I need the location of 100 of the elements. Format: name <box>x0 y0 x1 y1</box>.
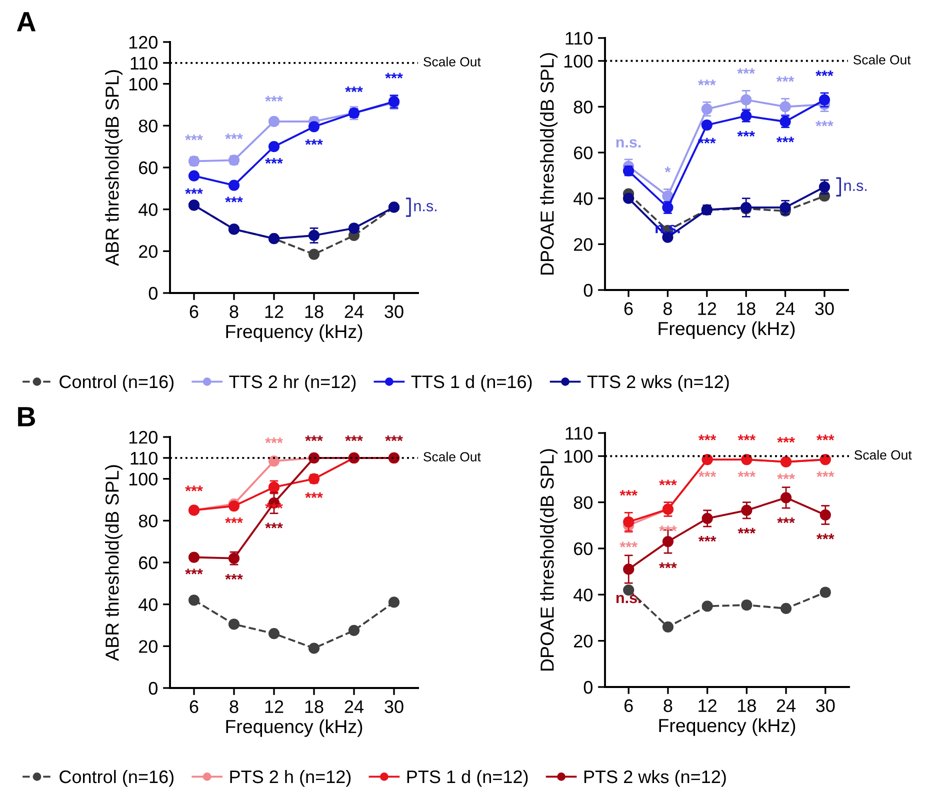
legend-label: TTS 1 d (n=16) <box>411 374 532 392</box>
data-label: *** <box>659 562 677 568</box>
x-tick-label: 30 <box>384 305 404 318</box>
data-label: *** <box>265 502 283 509</box>
legend-label: Control (n=16) <box>60 374 174 392</box>
y-tick-label: 60 <box>139 161 158 174</box>
y-tick-label: 100 <box>564 54 592 68</box>
data-label: *** <box>698 434 716 440</box>
data-label: n.s. <box>616 139 641 148</box>
data-label: *** <box>385 72 403 79</box>
y-axis-title: DPOAE threshold(dB SPL) <box>540 53 558 274</box>
x-tick-label: 30 <box>815 302 834 316</box>
x-tick-label: 8 <box>664 699 672 712</box>
x-tick-label: 6 <box>624 302 633 316</box>
data-label: *** <box>816 70 834 76</box>
y-tick-label: 80 <box>574 100 592 114</box>
data-label: *** <box>265 438 283 444</box>
legend-label: PTS 1 d (n=12) <box>407 770 528 787</box>
x-tick-label: 24 <box>776 699 796 712</box>
data-label: *** <box>738 434 756 440</box>
y-tick-label: 20 <box>139 640 158 653</box>
data-label: *** <box>698 536 716 542</box>
y-tick-label: 0 <box>148 286 158 300</box>
y-tick-label: 40 <box>138 598 158 612</box>
x-tick-label: 6 <box>190 700 198 714</box>
data-label: *** <box>737 131 755 137</box>
data-label: *** <box>185 486 203 492</box>
data-label: *** <box>698 471 716 477</box>
x-axis-title: Frequency (kHz) <box>226 324 362 342</box>
x-tick-label: 24 <box>776 302 795 315</box>
point <box>308 230 320 242</box>
x-tick-label: 6 <box>190 305 198 318</box>
y-tick-label: 40 <box>138 203 158 216</box>
y-tick-label: 100 <box>564 450 592 463</box>
data-label: *** <box>738 471 756 477</box>
data-label: *** <box>305 492 323 498</box>
data-label: *** <box>345 435 363 442</box>
x-tick-label: 12 <box>265 305 284 318</box>
legend-label: PTS 2 h (n=12) <box>230 770 351 787</box>
y-tick-label: 60 <box>139 556 158 570</box>
x-axis-title: Frequency (kHz) <box>226 719 362 737</box>
x-tick-label: 30 <box>384 700 404 714</box>
data-label: *** <box>816 120 834 126</box>
x-tick-label: 8 <box>230 305 238 318</box>
y-axis-title: DPOAE threshold(dB SPL) <box>540 449 558 670</box>
x-tick-label: 12 <box>265 700 284 713</box>
y-tick-label: 60 <box>574 146 592 160</box>
data-label: *** <box>659 480 677 486</box>
data-label: *** <box>185 188 203 194</box>
y-tick-label: 20 <box>574 238 592 251</box>
y-axis-title: ABR threshold(dB SPL) <box>105 465 123 661</box>
data-label: *** <box>816 434 834 440</box>
y-tick-label: 0 <box>584 284 592 297</box>
legend-label: Control (n=16) <box>60 770 174 787</box>
y-tick-label: 20 <box>574 634 592 648</box>
x-tick-label: 8 <box>230 700 238 714</box>
x-tick-label: 24 <box>344 700 364 713</box>
data-label: *** <box>265 96 283 102</box>
x-tick-label: 12 <box>698 699 716 712</box>
data-label: *** <box>777 474 795 480</box>
data-label: *** <box>659 526 677 532</box>
data-label: *** <box>185 568 203 574</box>
data-label: *** <box>305 139 323 145</box>
data-label: * <box>664 166 671 172</box>
y-axis-title: ABR threshold(dB SPL) <box>105 70 123 266</box>
y-tick-label: 110 <box>566 426 592 440</box>
y-tick-label: 20 <box>139 245 158 258</box>
ref-line-label: Scale Out <box>424 56 481 66</box>
y-tick-label: 80 <box>138 514 158 528</box>
x-axis-title: Frequency (kHz) <box>659 718 796 736</box>
data-label: *** <box>620 542 638 548</box>
x-tick-label: 18 <box>737 302 756 316</box>
y-tick-label: 100 <box>129 472 158 486</box>
data-label: *** <box>265 158 283 164</box>
data-label: *** <box>776 76 794 82</box>
y-tick-label: 80 <box>574 496 592 509</box>
y-tick-label: 40 <box>574 588 592 602</box>
data-label: *** <box>738 528 756 534</box>
y-tick-label: 110 <box>130 56 158 70</box>
y-tick-label: 110 <box>130 452 158 465</box>
data-label: *** <box>620 490 638 496</box>
y-tick-label: 40 <box>574 192 592 206</box>
x-tick-label: 12 <box>698 302 716 315</box>
x-tick-label: 18 <box>738 699 756 712</box>
data-label: *** <box>698 80 716 86</box>
data-label: *** <box>777 517 795 524</box>
y-tick-label: 80 <box>138 120 158 132</box>
data-label: *** <box>225 196 243 202</box>
data-label: *** <box>225 134 243 140</box>
y-tick-label: 120 <box>129 36 158 49</box>
ref-line-label: Scale Out <box>854 450 912 460</box>
y-tick-label: 60 <box>574 542 592 556</box>
data-label: *** <box>185 134 203 140</box>
ref-line-label: Scale Out <box>853 54 911 64</box>
x-tick-label: 18 <box>305 305 324 318</box>
annotation: n.s. <box>844 182 867 192</box>
data-label: *** <box>816 471 834 477</box>
x-tick-label: 6 <box>624 699 633 712</box>
y-tick-label: 0 <box>584 680 592 694</box>
data-label: *** <box>737 68 755 74</box>
